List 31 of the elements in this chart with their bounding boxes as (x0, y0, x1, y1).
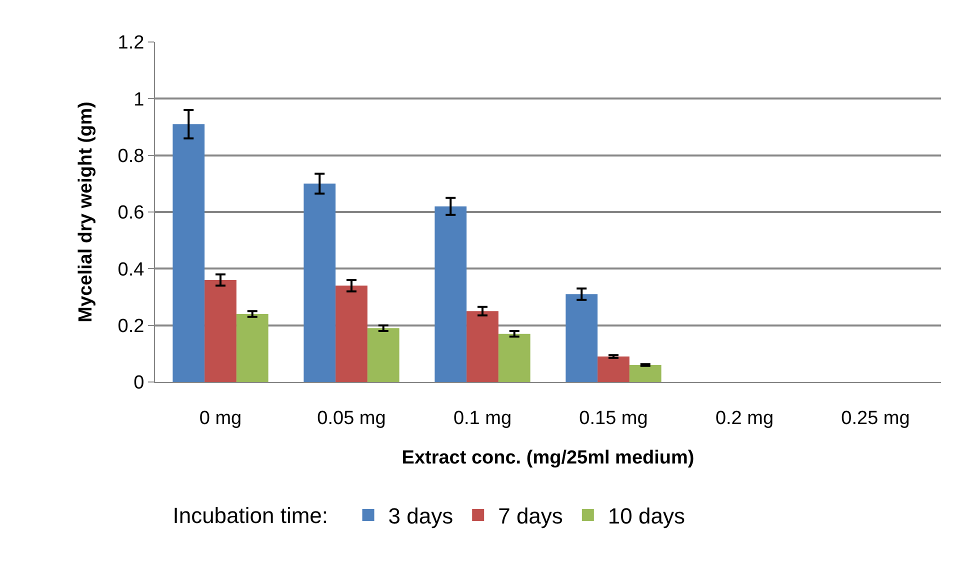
bar (236, 314, 268, 382)
bar (466, 311, 498, 382)
x-tick-label: 0.25 mg (841, 408, 910, 429)
legend-label: 3 days (388, 504, 454, 529)
x-axis-title: Extract conc. (mg/25ml medium) (402, 448, 694, 469)
bar (498, 334, 530, 382)
x-tick-label: 0.15 mg (579, 408, 648, 429)
y-axis-title: Mycelial dry weight (gm) (76, 102, 97, 322)
bar (598, 356, 630, 382)
y-tick-label: 0.6 (118, 202, 144, 224)
y-tick-label: 0.2 (118, 316, 144, 337)
bar (566, 294, 598, 382)
y-tick-label: 0.4 (118, 259, 145, 280)
y-tick-label: 1.2 (118, 32, 144, 54)
y-tick-label: 0.8 (118, 146, 144, 167)
bar (336, 286, 368, 382)
bar (204, 280, 236, 382)
bar (304, 184, 336, 382)
y-tick-label: 0 (134, 372, 144, 394)
bar (434, 206, 467, 382)
legend-title: Incubation time: (172, 502, 340, 528)
legend-label: 7 days (498, 504, 563, 529)
x-tick-label: 0 mg (199, 408, 242, 429)
bar (367, 328, 400, 382)
x-tick-label: 0.05 mg (317, 408, 386, 429)
legend-label: 10 days (608, 504, 685, 529)
bar (629, 365, 662, 382)
y-tick-label: 1 (134, 89, 144, 110)
x-tick-label: 0.1 mg (453, 408, 512, 429)
x-tick-label: 0.2 mg (715, 408, 774, 429)
bar (172, 124, 205, 382)
